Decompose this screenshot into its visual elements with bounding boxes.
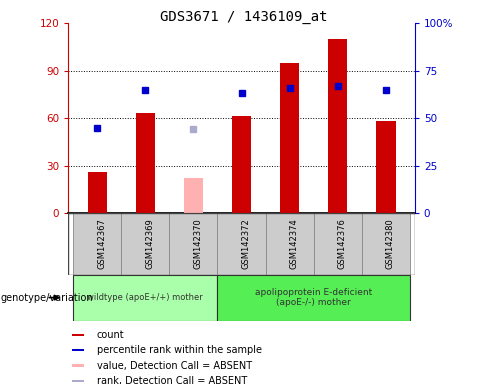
Bar	[136, 113, 155, 213]
Bar	[328, 39, 347, 213]
Bar	[72, 364, 84, 367]
Bar	[87, 172, 107, 213]
Text: GSM142374: GSM142374	[290, 218, 299, 269]
Text: GSM142370: GSM142370	[193, 218, 203, 269]
Text: percentile rank within the sample: percentile rank within the sample	[97, 345, 262, 355]
Bar	[169, 213, 218, 275]
Text: GDS3671 / 1436109_at: GDS3671 / 1436109_at	[160, 10, 328, 23]
Bar	[73, 213, 121, 275]
Bar	[121, 213, 169, 275]
Bar	[72, 380, 84, 382]
Bar	[265, 213, 314, 275]
Bar	[314, 213, 362, 275]
Bar	[72, 334, 84, 336]
Text: rank, Detection Call = ABSENT: rank, Detection Call = ABSENT	[97, 376, 247, 384]
Text: GSM142380: GSM142380	[386, 218, 395, 269]
Bar	[73, 275, 218, 321]
Text: apolipoprotein E-deficient
(apoE-/-) mother: apolipoprotein E-deficient (apoE-/-) mot…	[255, 288, 372, 307]
Bar	[280, 63, 299, 213]
Bar	[362, 213, 410, 275]
Text: GSM142369: GSM142369	[145, 218, 154, 269]
Text: genotype/variation: genotype/variation	[1, 293, 94, 303]
Text: value, Detection Call = ABSENT: value, Detection Call = ABSENT	[97, 361, 252, 371]
Bar	[376, 121, 396, 213]
Text: count: count	[97, 330, 124, 340]
Bar	[184, 178, 203, 213]
Text: GSM142376: GSM142376	[338, 218, 347, 269]
Bar	[232, 116, 251, 213]
Bar	[72, 349, 84, 351]
Text: GSM142367: GSM142367	[97, 218, 106, 269]
Bar	[218, 213, 265, 275]
Text: GSM142372: GSM142372	[242, 218, 250, 269]
Bar	[218, 275, 410, 321]
Text: wildtype (apoE+/+) mother: wildtype (apoE+/+) mother	[87, 293, 203, 302]
